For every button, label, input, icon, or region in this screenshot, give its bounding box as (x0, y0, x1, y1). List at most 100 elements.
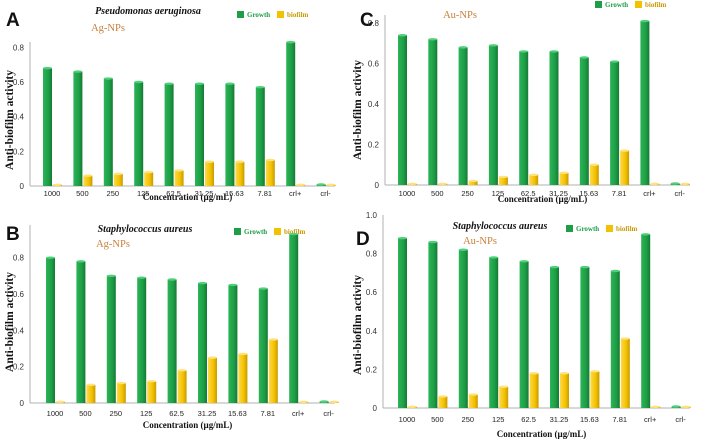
legend: Growth biofilm (234, 228, 306, 236)
bar-biofilm (559, 172, 569, 185)
x-tick-label: 1000 (44, 189, 61, 198)
legend-swatch-growth (566, 225, 573, 232)
x-tick-label: 500 (76, 189, 89, 198)
legend-swatch-growth (234, 228, 241, 235)
bar-growth (167, 279, 177, 403)
legend-swatch-biofilm (635, 1, 642, 8)
bar-biofilm (468, 394, 478, 408)
x-tick-label: 7.81 (257, 189, 272, 198)
x-tick-label: crl+ (643, 189, 656, 198)
bar-biofilm-cap (116, 381, 126, 385)
bar-biofilm-cap (265, 158, 275, 162)
bar-growth (640, 21, 650, 186)
bar-biofilm (174, 170, 184, 186)
legend-label-growth: Growth (576, 225, 599, 233)
bar-growth (519, 261, 529, 408)
bar-biofilm-cap (529, 173, 539, 177)
bar-growth (549, 51, 559, 185)
y-tick-label: 0 (373, 404, 378, 413)
bar-biofilm-cap (329, 400, 339, 403)
bar-biofilm (620, 338, 630, 408)
bar-growth-cap (488, 44, 498, 47)
y-tick-label: 0.6 (366, 288, 378, 297)
bar-biofilm (208, 357, 217, 403)
bar-growth-cap (286, 40, 296, 44)
bar-growth (519, 51, 529, 185)
x-tick-label: 125 (492, 415, 505, 424)
bar-growth-cap (549, 50, 559, 53)
x-tick-label: 15.63 (225, 189, 244, 198)
bar-growth-cap (641, 233, 651, 236)
bar-growth (286, 42, 296, 187)
bar-growth-cap (398, 236, 407, 240)
bar-biofilm-cap (408, 182, 417, 185)
bar-growth-cap (489, 256, 499, 259)
legend: Growth biofilm (237, 11, 309, 19)
y-axis-label: Anti-biofilm activity (4, 70, 16, 170)
y-tick-label: 0.4 (368, 100, 380, 109)
bar-growth-cap (43, 66, 52, 70)
x-tick-label: 500 (79, 409, 92, 418)
x-tick-label: crl+ (644, 415, 657, 424)
bar-growth (73, 71, 83, 186)
bar-biofilm-cap (86, 383, 96, 387)
x-tick-label: 15.63 (579, 189, 598, 198)
bar-biofilm-cap (529, 372, 539, 375)
bar-growth (258, 288, 268, 403)
nanoparticle-label: Au-NPs (463, 236, 497, 247)
y-tick-label: 0.2 (13, 363, 25, 372)
bar-growth (228, 284, 238, 403)
x-tick-label: crl- (674, 189, 685, 198)
x-tick-label: 250 (461, 189, 474, 198)
x-tick-label: 125 (140, 409, 153, 418)
x-tick-label: crl- (320, 189, 331, 198)
bar-biofilm-cap (113, 172, 123, 176)
panel-letter: C (360, 10, 374, 31)
bar-growth-cap (580, 265, 590, 269)
bar-biofilm (177, 370, 187, 403)
x-tick-label: 250 (107, 189, 120, 198)
organism-name: Pseudomonas aeruginosa (95, 6, 201, 17)
bar-biofilm-cap (680, 182, 690, 185)
legend-swatch-biofilm (277, 11, 284, 18)
x-tick-label: 15.63 (228, 409, 247, 418)
bar-biofilm-cap (174, 169, 184, 172)
x-tick-label: 62.5 (521, 415, 536, 424)
legend-swatch-biofilm (606, 225, 613, 232)
x-tick-label: crl+ (289, 189, 302, 198)
x-tick-label: 62.5 (521, 189, 536, 198)
bar-growth-cap (195, 82, 204, 85)
y-tick-label: 0 (20, 399, 25, 408)
bar-growth (43, 68, 52, 186)
bar-biofilm-cap (620, 337, 630, 340)
y-tick-label: 0.4 (13, 113, 25, 122)
bar-biofilm (498, 176, 508, 185)
bar-biofilm-cap (589, 163, 599, 166)
bar-growth-cap (550, 265, 559, 269)
y-tick-label: 0.4 (13, 326, 25, 335)
bar-biofilm-cap (53, 183, 62, 186)
x-axis-label: Concentration (µg/mL) (143, 192, 232, 202)
panel-letter: D (356, 229, 370, 250)
bar-growth-cap (519, 50, 529, 53)
bar-growth-cap (428, 38, 438, 41)
y-tick-label: 0.2 (368, 141, 380, 150)
bar-biofilm-cap (238, 352, 248, 356)
bar-growth-cap (671, 405, 681, 408)
bar-biofilm-cap (498, 175, 508, 179)
bar-biofilm (144, 172, 154, 186)
bar-growth-cap (428, 240, 438, 244)
bar-biofilm (438, 396, 448, 408)
bar-biofilm (560, 373, 569, 408)
bar-biofilm-cap (296, 183, 306, 186)
bar-growth (458, 249, 468, 408)
y-tick-label: 0.8 (13, 43, 25, 52)
bar-biofilm (268, 339, 278, 403)
bar-growth-cap (579, 56, 589, 59)
bar-biofilm (86, 384, 96, 403)
bar-growth-cap (46, 256, 55, 259)
x-tick-label: 31.25 (550, 415, 569, 424)
bar-growth (550, 267, 559, 408)
bar-biofilm-cap (590, 370, 600, 373)
y-tick-label: 0.8 (368, 19, 380, 28)
